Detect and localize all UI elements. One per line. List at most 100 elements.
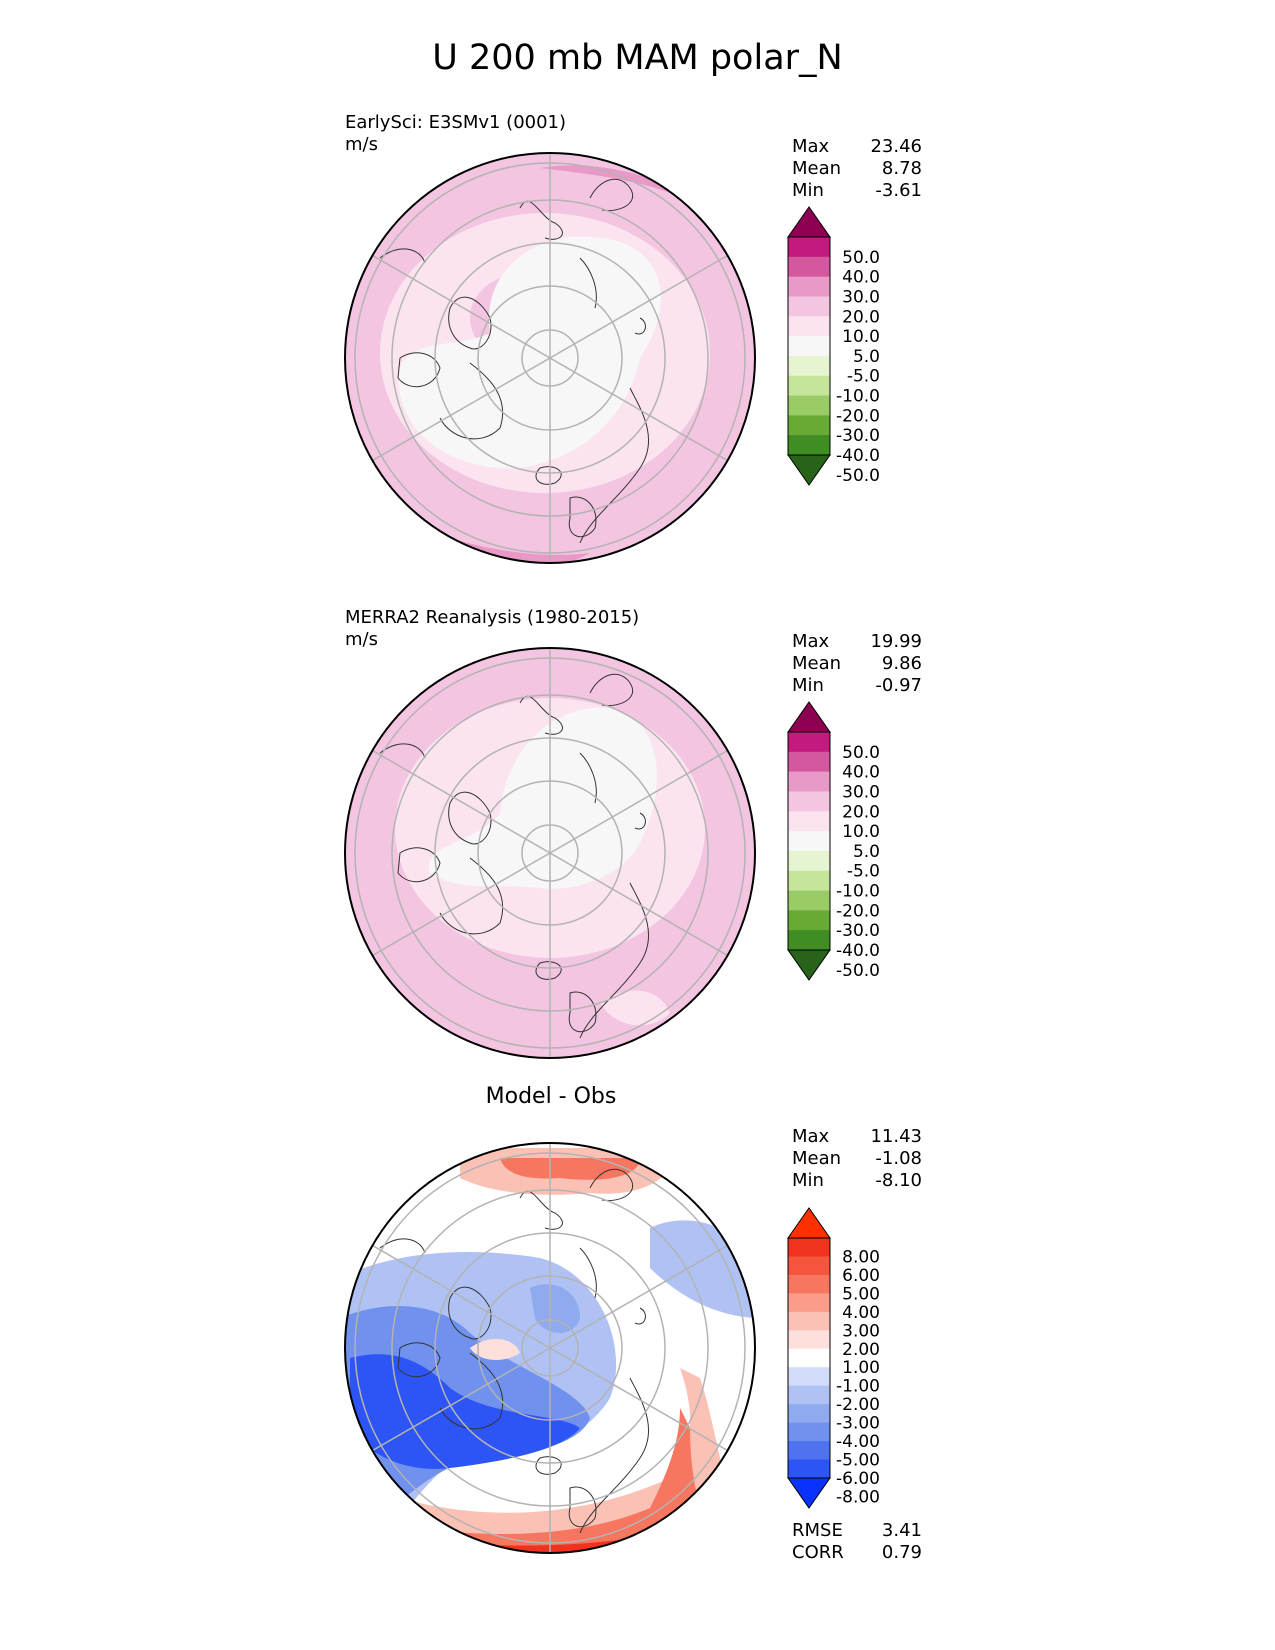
stat-min-value: -8.10 bbox=[875, 1170, 922, 1191]
colorbar-segment bbox=[788, 1293, 830, 1313]
colorbar-segment bbox=[788, 870, 830, 892]
colorbar-tick-label: 20.0 bbox=[842, 802, 880, 822]
panel-model: EarlySci: E3SMv1 (0001) m/s Max 23.46 Mea… bbox=[0, 110, 1275, 600]
colorbar-segment bbox=[788, 751, 830, 773]
colorbar-tick-label: -10.0 bbox=[836, 882, 880, 902]
stat-mean-value: 8.78 bbox=[881, 158, 922, 179]
colorbar-segment bbox=[788, 355, 830, 377]
colorbar-segment bbox=[788, 276, 830, 297]
colorbar-segment bbox=[788, 1330, 830, 1350]
panel-diff: Model - Obs Max 11.43 Mean -1.08 Min -8.10 bbox=[0, 1084, 1275, 1590]
coastlines bbox=[379, 673, 650, 1039]
colorbar-segment bbox=[788, 890, 830, 911]
colorbar-tick-label: 5.0 bbox=[853, 842, 880, 862]
colorbar-outline bbox=[787, 731, 831, 951]
metric-rmse-label: RMSE bbox=[792, 1520, 843, 1541]
colorbar-tick-label: -4.00 bbox=[836, 1432, 880, 1452]
metric-rmse-value: 3.41 bbox=[881, 1520, 922, 1541]
figure-title: U 200 mb MAM polar_N bbox=[432, 38, 843, 78]
polar-map bbox=[344, 1142, 756, 1554]
stat-min-value: -0.97 bbox=[875, 675, 922, 696]
map-boundary bbox=[344, 152, 756, 564]
stat-mean-value: 9.86 bbox=[881, 653, 922, 674]
field-pos-north-core bbox=[500, 1158, 640, 1180]
colorbar-tick-label: 3.00 bbox=[842, 1321, 880, 1341]
colorbar-segment bbox=[788, 1404, 830, 1424]
colorbar-segment bbox=[788, 811, 830, 832]
colorbar: 50.040.030.020.010.05.0-5.0-10.0-20.0-30… bbox=[787, 701, 880, 981]
colorbar-segment bbox=[788, 732, 830, 753]
stat-max-value: 19.99 bbox=[870, 631, 922, 652]
colorbar-tick-label: 40.0 bbox=[842, 268, 880, 288]
colorbar-tick-label: 30.0 bbox=[842, 782, 880, 802]
polar-map bbox=[344, 152, 756, 564]
colorbar-extend-min bbox=[787, 1477, 831, 1509]
stat-mean-value: -1.08 bbox=[875, 1148, 922, 1169]
colorbar-tick-label: -30.0 bbox=[836, 921, 880, 941]
graticule bbox=[354, 648, 746, 1058]
field-core bbox=[398, 236, 661, 469]
colorbar-segment bbox=[788, 791, 830, 812]
stats-box: Max 11.43 Mean -1.08 Min -8.10 bbox=[792, 1126, 922, 1192]
colorbar-tick-label: 8.00 bbox=[842, 1247, 880, 1267]
colorbar-tick-label: -1.00 bbox=[836, 1377, 880, 1397]
colorbar-tick-label: -30.0 bbox=[836, 426, 880, 446]
colorbar-segment bbox=[788, 1367, 830, 1387]
colorbar-extend-max bbox=[787, 1207, 831, 1239]
metric-corr-label: CORR bbox=[792, 1542, 844, 1563]
colorbar-segment bbox=[788, 910, 830, 931]
colorbar-tick-label: 5.0 bbox=[853, 347, 880, 367]
colorbar-tick-label: -20.0 bbox=[836, 901, 880, 921]
stat-mean-label: Mean bbox=[792, 158, 842, 179]
colorbar-outline bbox=[787, 236, 831, 456]
colorbar-extend-max bbox=[787, 206, 831, 238]
metrics-box: RMSE 3.41 CORR 0.79 bbox=[792, 1520, 922, 1564]
colorbar-tick-label: 10.0 bbox=[842, 822, 880, 842]
panel-units: m/s bbox=[345, 134, 378, 155]
colorbar-tick-label: -2.00 bbox=[836, 1395, 880, 1415]
colorbar-tick-label: -5.00 bbox=[836, 1451, 880, 1471]
stat-min-value: -3.61 bbox=[875, 180, 922, 201]
colorbar-segment bbox=[788, 435, 830, 456]
field-pos-center bbox=[470, 1338, 520, 1360]
colorbar-segment bbox=[788, 395, 830, 416]
colorbar-tick-label: 5.00 bbox=[842, 1284, 880, 1304]
colorbar-segment bbox=[788, 1422, 830, 1442]
colorbar-segment bbox=[788, 1256, 830, 1276]
colorbar-tick-label: -6.00 bbox=[836, 1469, 880, 1489]
graticule bbox=[354, 1143, 746, 1553]
colorbar-tick-label: 40.0 bbox=[842, 763, 880, 783]
colorbar-segment bbox=[788, 256, 830, 278]
colorbar-segment bbox=[788, 1441, 830, 1461]
panel-title: EarlySci: E3SMv1 (0001) bbox=[345, 112, 567, 133]
colorbar-tick-label: 20.0 bbox=[842, 307, 880, 327]
stat-min-label: Min bbox=[792, 1170, 824, 1191]
colorbar-segment bbox=[788, 1311, 830, 1331]
colorbar-segment bbox=[788, 1348, 830, 1368]
stat-max-label: Max bbox=[792, 136, 830, 157]
colorbar-tick-label: 1.00 bbox=[842, 1358, 880, 1378]
stat-max-value: 23.46 bbox=[870, 136, 922, 157]
stats-box: Max 23.46 Mean 8.78 Min -3.61 bbox=[792, 136, 922, 202]
colorbar-tick-label: 4.00 bbox=[842, 1303, 880, 1323]
field-max-south bbox=[450, 538, 590, 563]
colorbar-segment bbox=[788, 296, 830, 317]
colorbar-tick-label: 50.0 bbox=[842, 743, 880, 763]
colorbar-segment bbox=[788, 316, 830, 337]
field-neg-c bbox=[350, 1354, 580, 1469]
panel-title: MERRA2 Reanalysis (1980-2015) bbox=[345, 607, 640, 628]
colorbar-tick-label: 10.0 bbox=[842, 327, 880, 347]
polar-map bbox=[344, 647, 756, 1059]
colorbar-extend-max bbox=[787, 701, 831, 733]
colorbar-tick-label: -3.00 bbox=[836, 1414, 880, 1434]
colorbar-tick-label: -8.00 bbox=[836, 1487, 880, 1507]
graticule bbox=[354, 153, 746, 563]
colorbar-segment bbox=[788, 1274, 830, 1294]
colorbar: 50.040.030.020.010.05.0-5.0-10.0-20.0-30… bbox=[787, 206, 880, 486]
colorbar-outline bbox=[787, 1237, 831, 1479]
stat-min-label: Min bbox=[792, 180, 824, 201]
colorbar-segment bbox=[788, 771, 830, 792]
colorbar-segment bbox=[788, 336, 830, 357]
field-core bbox=[428, 707, 657, 889]
